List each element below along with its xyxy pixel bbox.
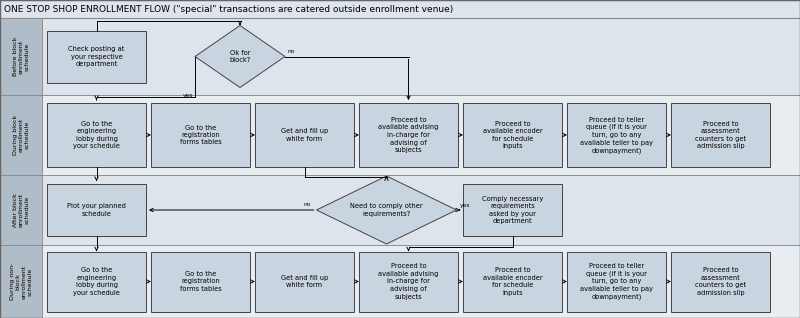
Text: Proceed to
available encoder
for schedule
inputs: Proceed to available encoder for schedul…: [482, 121, 542, 149]
FancyBboxPatch shape: [47, 31, 146, 82]
Text: Proceed to
assessment
counters to get
admission slip: Proceed to assessment counters to get ad…: [695, 267, 746, 296]
Text: Need to comply other
requirements?: Need to comply other requirements?: [350, 203, 423, 217]
Text: Proceed to teller
queue (if it is your
turn, go to any
available teller to pay
d: Proceed to teller queue (if it is your t…: [580, 263, 653, 300]
FancyBboxPatch shape: [671, 252, 770, 312]
FancyBboxPatch shape: [0, 245, 42, 318]
FancyBboxPatch shape: [0, 18, 800, 95]
Text: no: no: [288, 49, 295, 54]
Text: Go to the
registration
forms tables: Go to the registration forms tables: [180, 125, 222, 146]
Text: Get and fill up
white form: Get and fill up white form: [281, 275, 328, 288]
Polygon shape: [317, 176, 457, 244]
FancyBboxPatch shape: [47, 252, 146, 312]
FancyBboxPatch shape: [567, 103, 666, 167]
Text: Go to the
registration
forms tables: Go to the registration forms tables: [180, 271, 222, 292]
FancyBboxPatch shape: [359, 252, 458, 312]
FancyBboxPatch shape: [463, 184, 562, 236]
Text: Plot your planned
schedule: Plot your planned schedule: [67, 203, 126, 217]
Text: Proceed to
available advising
in-charge for
advising of
subjects: Proceed to available advising in-charge …: [378, 117, 438, 153]
FancyBboxPatch shape: [0, 175, 800, 245]
Text: During non-
block
enrollment
schedule: During non- block enrollment schedule: [10, 263, 32, 300]
Text: Proceed to
available encoder
for schedule
inputs: Proceed to available encoder for schedul…: [482, 267, 542, 296]
Text: yes: yes: [182, 93, 193, 98]
Text: no: no: [304, 203, 311, 208]
FancyBboxPatch shape: [0, 18, 42, 95]
FancyBboxPatch shape: [47, 103, 146, 167]
FancyBboxPatch shape: [255, 103, 354, 167]
Text: Comply necessary
requirements
asked by your
department: Comply necessary requirements asked by y…: [482, 196, 543, 224]
FancyBboxPatch shape: [0, 245, 800, 318]
Text: During block
enrollment
schedule: During block enrollment schedule: [13, 115, 30, 155]
Text: Proceed to
assessment
counters to get
admission slip: Proceed to assessment counters to get ad…: [695, 121, 746, 149]
FancyBboxPatch shape: [463, 103, 562, 167]
Text: Go to the
engineering
lobby during
your schedule: Go to the engineering lobby during your …: [73, 267, 120, 296]
Text: After block
enrollment
schedule: After block enrollment schedule: [13, 193, 30, 227]
Polygon shape: [195, 25, 285, 87]
FancyBboxPatch shape: [567, 252, 666, 312]
FancyBboxPatch shape: [47, 184, 146, 236]
Text: Check posting at
your respective
derpartment: Check posting at your respective derpart…: [68, 46, 125, 67]
FancyBboxPatch shape: [671, 103, 770, 167]
FancyBboxPatch shape: [255, 252, 354, 312]
FancyBboxPatch shape: [0, 95, 42, 175]
FancyBboxPatch shape: [463, 252, 562, 312]
Text: Before block
enrollment
schedule: Before block enrollment schedule: [13, 37, 30, 76]
Text: yes: yes: [459, 203, 470, 208]
FancyBboxPatch shape: [151, 103, 250, 167]
FancyBboxPatch shape: [151, 252, 250, 312]
Text: Go to the
engineering
lobby during
your schedule: Go to the engineering lobby during your …: [73, 121, 120, 149]
FancyBboxPatch shape: [0, 95, 800, 175]
FancyBboxPatch shape: [0, 0, 800, 18]
Text: Proceed to teller
queue (if it is your
turn, go to any
available teller to pay
d: Proceed to teller queue (if it is your t…: [580, 116, 653, 154]
Text: Ok for
block?: Ok for block?: [230, 50, 250, 63]
FancyBboxPatch shape: [359, 103, 458, 167]
FancyBboxPatch shape: [0, 175, 42, 245]
Text: Proceed to
available advising
in-charge for
advising of
subjects: Proceed to available advising in-charge …: [378, 264, 438, 300]
Text: ONE STOP SHOP ENROLLMENT FLOW ("special" transactions are catered outside enroll: ONE STOP SHOP ENROLLMENT FLOW ("special"…: [4, 4, 454, 13]
Text: Get and fill up
white form: Get and fill up white form: [281, 128, 328, 142]
